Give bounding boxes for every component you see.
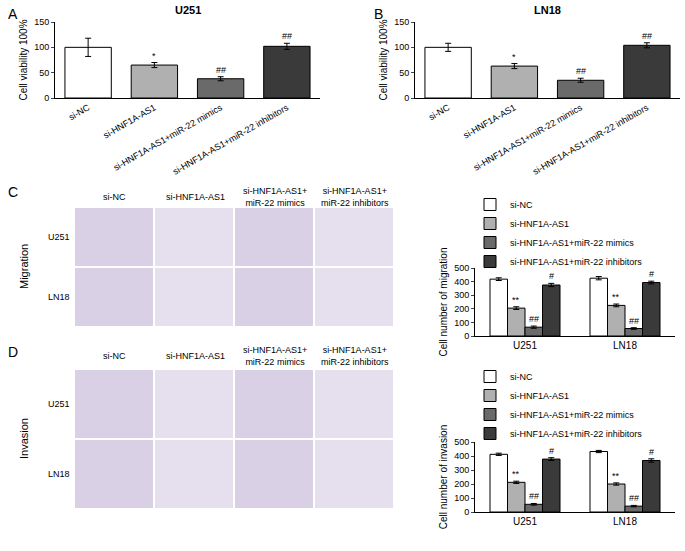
svg-text:LN18: LN18 [48,292,70,302]
svg-text:*: * [152,51,156,61]
svg-text:si-HNF1A-AS1: si-HNF1A-AS1 [166,351,225,361]
svg-text:si-HNF1A-AS1+miR-22 inhibitors: si-HNF1A-AS1+miR-22 inhibitors [510,257,642,267]
svg-text:300: 300 [454,290,469,300]
svg-text:#: # [549,271,554,281]
svg-text:##: ## [642,31,652,41]
svg-text:400: 400 [454,451,469,461]
svg-text:si-HNF1A-AS1: si-HNF1A-AS1 [462,102,518,140]
svg-text:B: B [374,6,383,22]
svg-text:si-NC: si-NC [427,102,452,122]
svg-text:si-NC: si-NC [103,192,126,202]
svg-text:Cell viability 100%: Cell viability 100% [378,19,389,100]
svg-text:#: # [649,447,654,457]
svg-text:Cell viability 100%: Cell viability 100% [18,19,29,100]
svg-text:##: ## [576,66,586,76]
svg-text:200: 200 [454,479,469,489]
svg-text:50: 50 [39,68,49,78]
svg-text:LN18: LN18 [613,340,637,351]
svg-text:si-NC: si-NC [510,200,533,210]
svg-text:#: # [549,446,554,456]
svg-text:200: 200 [454,304,469,314]
svg-text:0: 0 [464,331,469,341]
svg-text:100: 100 [454,318,469,328]
svg-text:U251: U251 [513,516,537,527]
svg-text:150: 150 [34,17,49,27]
svg-text:400: 400 [454,277,469,287]
svg-text:100: 100 [34,42,49,52]
svg-text:si-HNF1A-AS1+miR-22 mimics: si-HNF1A-AS1+miR-22 mimics [510,410,634,420]
svg-text:100: 100 [454,493,469,503]
svg-text:Migration: Migration [18,244,30,289]
svg-text:500: 500 [454,263,469,273]
svg-text:si-HNF1A-AS1+miR-22 inhibitors: si-HNF1A-AS1+miR-22 inhibitors [321,345,389,367]
svg-text:300: 300 [454,465,469,475]
svg-text:##: ## [529,491,539,501]
svg-text:##: ## [629,493,639,503]
svg-text:##: ## [282,31,292,41]
svg-text:si-HNF1A-AS1: si-HNF1A-AS1 [510,219,569,229]
svg-text:##: ## [216,65,226,75]
svg-text:si-HNF1A-AS1+miR-22 inhibitors: si-HNF1A-AS1+miR-22 inhibitors [510,429,642,439]
svg-text:si-HNF1A-AS1+miR-22 mimics: si-HNF1A-AS1+miR-22 mimics [112,102,225,173]
svg-text:LN18: LN18 [534,4,561,16]
svg-text:Cell number of invasion: Cell number of invasion [438,425,449,530]
svg-text:U251: U251 [175,4,201,16]
svg-text:U251: U251 [48,399,70,409]
svg-text:0: 0 [44,93,49,103]
svg-text:150: 150 [394,17,409,27]
svg-text:si-NC: si-NC [510,372,533,382]
svg-text:si-HNF1A-AS1+miR-22 inhibitors: si-HNF1A-AS1+miR-22 inhibitors [171,102,291,177]
svg-text:**: ** [612,292,620,302]
svg-text:0: 0 [404,93,409,103]
svg-text:LN18: LN18 [48,469,70,479]
svg-text:U251: U251 [513,340,537,351]
svg-text:*: * [512,52,516,62]
svg-text:0: 0 [464,507,469,517]
svg-text:**: ** [512,295,520,305]
svg-text:100: 100 [394,42,409,52]
svg-text:LN18: LN18 [613,516,637,527]
svg-text:50: 50 [399,68,409,78]
svg-text:U251: U251 [48,232,70,242]
svg-text:Invasion: Invasion [18,418,30,459]
svg-text:##: ## [629,316,639,326]
svg-text:si-HNF1A-AS1+miR-22 mimics: si-HNF1A-AS1+miR-22 mimics [243,186,307,208]
svg-text:Cell number of migration: Cell number of migration [438,248,449,357]
svg-text:C: C [8,184,18,200]
svg-text:si-HNF1A-AS1: si-HNF1A-AS1 [102,102,158,140]
svg-text:#: # [649,269,654,279]
svg-text:si-HNF1A-AS1+miR-22 mimics: si-HNF1A-AS1+miR-22 mimics [472,102,585,173]
svg-text:si-HNF1A-AS1+miR-22 inhibitors: si-HNF1A-AS1+miR-22 inhibitors [531,102,651,177]
svg-text:D: D [8,344,18,360]
svg-text:si-HNF1A-AS1: si-HNF1A-AS1 [510,391,569,401]
svg-text:A: A [8,6,18,22]
svg-text:**: ** [512,469,520,479]
svg-text:500: 500 [454,437,469,447]
svg-text:si-HNF1A-AS1: si-HNF1A-AS1 [166,192,225,202]
svg-text:si-NC: si-NC [67,102,92,122]
svg-text:si-HNF1A-AS1+miR-22 inhibitors: si-HNF1A-AS1+miR-22 inhibitors [321,186,389,208]
svg-text:si-HNF1A-AS1+miR-22 mimics: si-HNF1A-AS1+miR-22 mimics [243,345,307,367]
svg-text:si-NC: si-NC [103,351,126,361]
svg-text:si-HNF1A-AS1+miR-22 mimics: si-HNF1A-AS1+miR-22 mimics [510,238,634,248]
svg-text:**: ** [612,471,620,481]
svg-text:##: ## [529,314,539,324]
